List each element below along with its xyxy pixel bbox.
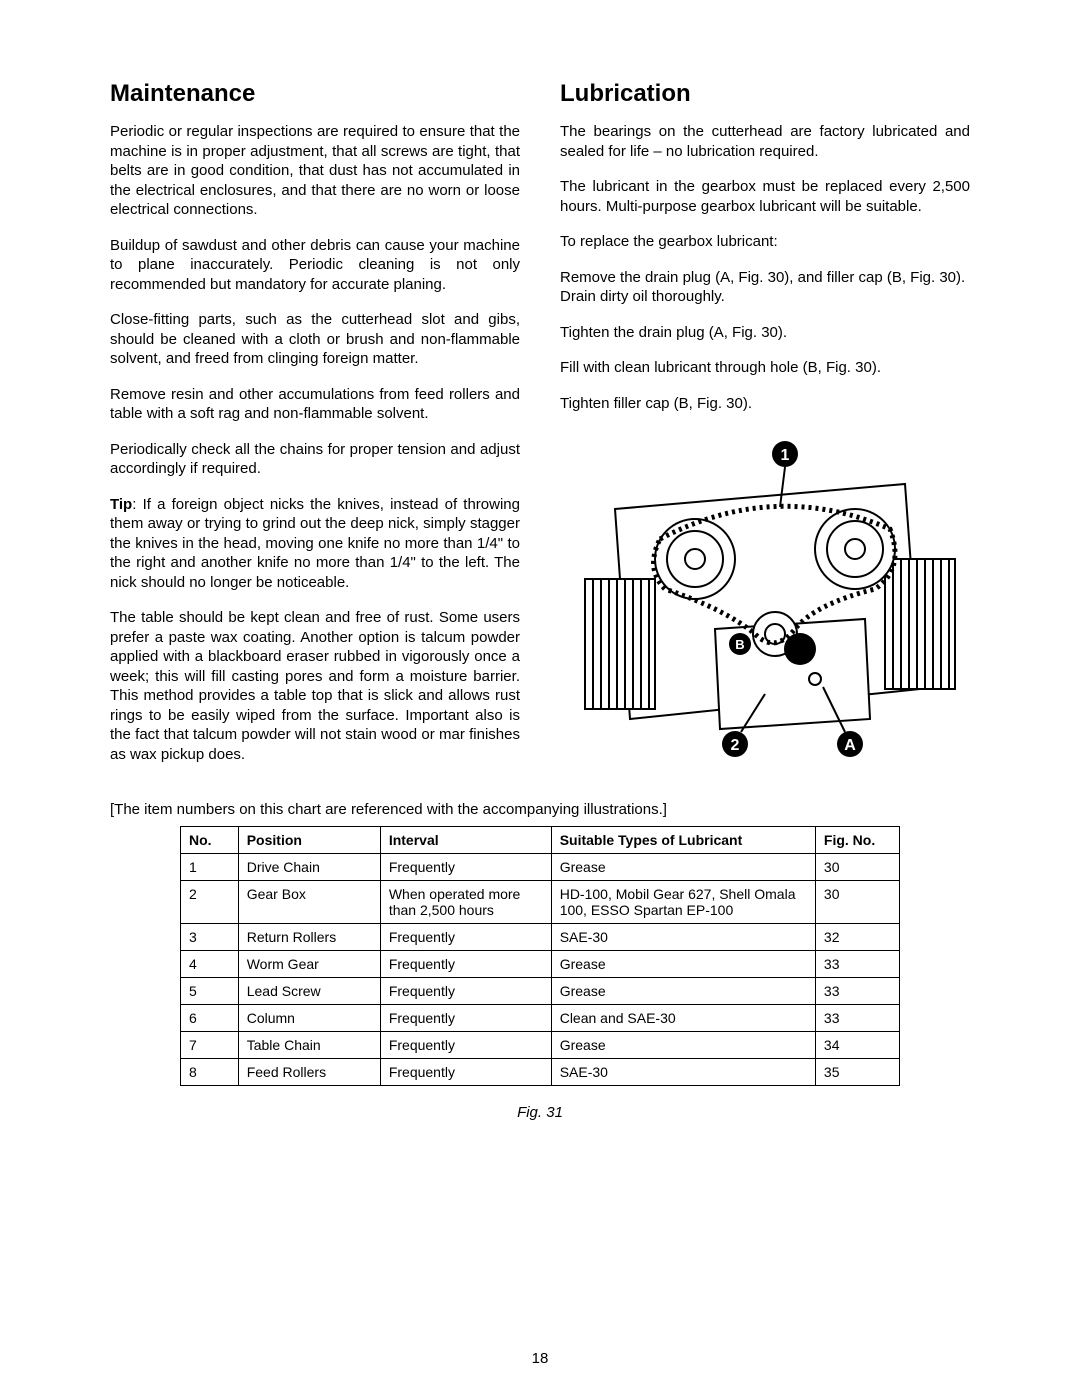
gearbox-figure: 1 B 2 A xyxy=(560,429,970,769)
maintenance-tip: Tip: If a foreign object nicks the knive… xyxy=(110,495,520,593)
tip-label: Tip xyxy=(110,496,132,513)
table-cell: 8 xyxy=(181,1058,239,1085)
lubrication-paragraph: Remove the drain plug (A, Fig. 30), and … xyxy=(560,268,970,307)
table-cell: 32 xyxy=(815,923,899,950)
table-cell: Frequently xyxy=(380,923,551,950)
lubrication-paragraph: Tighten filler cap (B, Fig. 30). xyxy=(560,394,970,414)
table-cell: SAE-30 xyxy=(551,1058,815,1085)
table-header-row: No. Position Interval Suitable Types of … xyxy=(181,826,900,853)
table-row: 1Drive ChainFrequentlyGrease30 xyxy=(181,853,900,880)
callout-a-label: A xyxy=(844,737,856,754)
table-row: 8Feed RollersFrequentlySAE-3035 xyxy=(181,1058,900,1085)
th-figno: Fig. No. xyxy=(815,826,899,853)
th-position: Position xyxy=(238,826,380,853)
table-cell: 7 xyxy=(181,1031,239,1058)
table-cell: 1 xyxy=(181,853,239,880)
lubrication-table: No. Position Interval Suitable Types of … xyxy=(180,826,900,1086)
maintenance-paragraph: Remove resin and other accumulations fro… xyxy=(110,385,520,424)
table-row: 3Return RollersFrequentlySAE-3032 xyxy=(181,923,900,950)
table-cell: 30 xyxy=(815,880,899,923)
table-row: 4Worm GearFrequentlyGrease33 xyxy=(181,950,900,977)
table-cell: Frequently xyxy=(380,1031,551,1058)
right-column: Lubrication The bearings on the cutterhe… xyxy=(560,80,970,780)
table-cell: 3 xyxy=(181,923,239,950)
lubrication-paragraph: The lubricant in the gearbox must be rep… xyxy=(560,177,970,216)
lubrication-paragraph: Tighten the drain plug (A, Fig. 30). xyxy=(560,323,970,343)
figure-caption: Fig. 31 xyxy=(110,1104,970,1121)
th-no: No. xyxy=(181,826,239,853)
table-row: 7Table ChainFrequentlyGrease34 xyxy=(181,1031,900,1058)
table-cell: 30 xyxy=(815,853,899,880)
table-cell: Grease xyxy=(551,950,815,977)
maintenance-paragraph: Periodically check all the chains for pr… xyxy=(110,440,520,479)
table-cell: 6 xyxy=(181,1004,239,1031)
table-cell: 33 xyxy=(815,977,899,1004)
left-column: Maintenance Periodic or regular inspecti… xyxy=(110,80,520,780)
table-cell: Return Rollers xyxy=(238,923,380,950)
table-cell: 2 xyxy=(181,880,239,923)
table-cell: Grease xyxy=(551,853,815,880)
table-cell: Grease xyxy=(551,977,815,1004)
table-cell: Lead Screw xyxy=(238,977,380,1004)
table-cell: Clean and SAE-30 xyxy=(551,1004,815,1031)
table-cell: 35 xyxy=(815,1058,899,1085)
table-cell: Frequently xyxy=(380,1058,551,1085)
tip-text: : If a foreign object nicks the knives, … xyxy=(110,496,520,591)
table-cell: SAE-30 xyxy=(551,923,815,950)
callout-2-label: 2 xyxy=(731,737,740,754)
table-cell: 33 xyxy=(815,950,899,977)
page-number: 18 xyxy=(0,1350,1080,1367)
table-cell: Frequently xyxy=(380,853,551,880)
table-cell: Frequently xyxy=(380,950,551,977)
callout-1-label: 1 xyxy=(781,447,790,464)
table-cell: When operated more than 2,500 hours xyxy=(380,880,551,923)
table-note: [The item numbers on this chart are refe… xyxy=(110,800,970,820)
table-cell: Frequently xyxy=(380,1004,551,1031)
table-cell: 5 xyxy=(181,977,239,1004)
table-cell: Worm Gear xyxy=(238,950,380,977)
th-lubricant: Suitable Types of Lubricant xyxy=(551,826,815,853)
table-cell: Frequently xyxy=(380,977,551,1004)
table-cell: Grease xyxy=(551,1031,815,1058)
table-row: 5Lead ScrewFrequentlyGrease33 xyxy=(181,977,900,1004)
lubrication-heading: Lubrication xyxy=(560,80,970,108)
table-cell: Feed Rollers xyxy=(238,1058,380,1085)
table-cell: 33 xyxy=(815,1004,899,1031)
table-cell: 4 xyxy=(181,950,239,977)
callout-b-label: B xyxy=(735,637,744,652)
table-cell: Gear Box xyxy=(238,880,380,923)
table-cell: Drive Chain xyxy=(238,853,380,880)
maintenance-paragraph: Close-fitting parts, such as the cutterh… xyxy=(110,310,520,369)
maintenance-paragraph: Periodic or regular inspections are requ… xyxy=(110,122,520,220)
lubrication-paragraph: Fill with clean lubricant through hole (… xyxy=(560,358,970,378)
th-interval: Interval xyxy=(380,826,551,853)
table-cell: Table Chain xyxy=(238,1031,380,1058)
maintenance-paragraph: Buildup of sawdust and other debris can … xyxy=(110,236,520,295)
table-row: 2Gear BoxWhen operated more than 2,500 h… xyxy=(181,880,900,923)
lubrication-paragraph: To replace the gearbox lubricant: xyxy=(560,232,970,252)
maintenance-paragraph: The table should be kept clean and free … xyxy=(110,608,520,764)
table-cell: Column xyxy=(238,1004,380,1031)
table-row: 6ColumnFrequentlyClean and SAE-3033 xyxy=(181,1004,900,1031)
table-cell: HD-100, Mobil Gear 627, Shell Omala 100,… xyxy=(551,880,815,923)
maintenance-heading: Maintenance xyxy=(110,80,520,108)
lubrication-paragraph: The bearings on the cutterhead are facto… xyxy=(560,122,970,161)
table-cell: 34 xyxy=(815,1031,899,1058)
